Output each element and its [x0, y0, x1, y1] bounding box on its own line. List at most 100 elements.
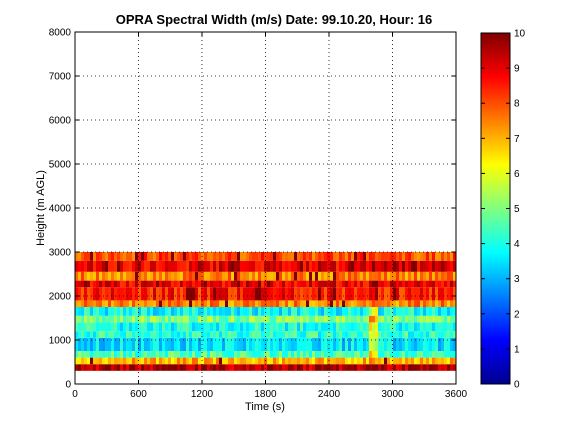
heatmap-cell — [363, 315, 367, 323]
heatmap-cell — [255, 260, 259, 272]
heatmap-cell — [225, 337, 229, 351]
heatmap-cell — [288, 271, 292, 281]
heatmap-cell — [84, 331, 88, 338]
heatmap-cell — [258, 271, 262, 281]
heatmap-cell — [348, 252, 352, 261]
heatmap-cell — [138, 315, 142, 323]
heatmap-cell — [207, 271, 211, 281]
heatmap-cell — [423, 322, 427, 332]
heatmap-cell — [351, 260, 355, 272]
heatmap-cell — [303, 351, 307, 358]
heatmap-cell — [402, 260, 406, 272]
heatmap-cell — [339, 351, 343, 358]
heatmap-cell — [240, 351, 244, 358]
heatmap-cell — [336, 287, 340, 301]
heatmap-cell — [135, 300, 139, 307]
heatmap-cell — [342, 315, 346, 323]
heatmap-cell — [75, 364, 79, 371]
heatmap-cell — [168, 280, 172, 288]
heatmap-cell — [153, 315, 157, 323]
heatmap-cell — [288, 307, 292, 316]
heatmap-cell — [375, 364, 379, 371]
heatmap-cell — [189, 322, 193, 332]
heatmap-cell — [402, 307, 406, 316]
heatmap-cell — [435, 252, 439, 261]
heatmap-cell — [414, 252, 418, 261]
heatmap-cell — [153, 252, 157, 261]
heatmap-cell — [351, 331, 355, 338]
heatmap-cell — [258, 300, 262, 307]
heatmap-cell — [150, 252, 154, 261]
heatmap-cell — [300, 357, 304, 365]
heatmap-cell — [420, 337, 424, 351]
heatmap-cell — [321, 300, 325, 307]
heatmap-cell — [258, 260, 262, 272]
heatmap-cell — [423, 351, 427, 358]
heatmap-cell — [75, 337, 79, 351]
heatmap-cell — [201, 252, 205, 261]
heatmap-cell — [366, 307, 370, 316]
heatmap-cell — [195, 287, 199, 301]
heatmap-cell — [330, 280, 334, 288]
heatmap-cell — [339, 260, 343, 272]
heatmap-cell — [210, 300, 214, 307]
heatmap-cell — [84, 307, 88, 316]
heatmap-cell — [327, 331, 331, 338]
heatmap-cell — [255, 331, 259, 338]
heatmap-cell — [360, 351, 364, 358]
heatmap-cell — [123, 322, 127, 332]
heatmap-cell — [138, 287, 142, 301]
heatmap-cell — [390, 315, 394, 323]
heatmap-cell — [399, 351, 403, 358]
heatmap-cell — [432, 260, 436, 272]
heatmap-cell — [435, 300, 439, 307]
heatmap-cell — [120, 331, 124, 338]
heatmap-cell — [345, 357, 349, 365]
heatmap-cell — [285, 307, 289, 316]
heatmap-cell — [78, 287, 82, 301]
heatmap-cell — [315, 287, 319, 301]
heatmap-cell — [420, 280, 424, 288]
grid-lines — [75, 32, 456, 384]
heatmap-cell — [150, 307, 154, 316]
heatmap-cell — [216, 351, 220, 358]
heatmap-cell — [264, 331, 268, 338]
heatmap-cell — [99, 287, 103, 301]
heatmap-cell — [447, 287, 451, 301]
heatmap-cell — [339, 331, 343, 338]
heatmap-cell — [372, 252, 376, 261]
heatmap-cell — [195, 260, 199, 272]
heatmap-cell — [135, 351, 139, 358]
heatmap-cell — [117, 322, 121, 332]
heatmap-cell — [291, 331, 295, 338]
heatmap-cell — [393, 271, 397, 281]
heatmap-cell — [363, 322, 367, 332]
heatmap-cell — [216, 280, 220, 288]
heatmap-cell — [183, 322, 187, 332]
heatmap-cell — [84, 322, 88, 332]
heatmap-cell — [267, 331, 271, 338]
heatmap-cell — [339, 364, 343, 371]
heatmap-cell — [198, 351, 202, 358]
heatmap-cell — [405, 287, 409, 301]
heatmap-cell — [249, 280, 253, 288]
heatmap-cell — [345, 364, 349, 371]
heatmap-cell — [282, 280, 286, 288]
heatmap-cell — [306, 357, 310, 365]
heatmap-cell — [279, 287, 283, 301]
heatmap-cell — [417, 364, 421, 371]
heatmap-cell — [210, 357, 214, 365]
heatmap-cell — [357, 364, 361, 371]
heatmap-cell — [231, 280, 235, 288]
heatmap-cell — [381, 331, 385, 338]
heatmap-cell — [366, 331, 370, 338]
heatmap-cell — [255, 252, 259, 261]
heatmap-cell — [87, 337, 91, 351]
heatmap-cell — [126, 287, 130, 301]
heatmap-cell — [174, 337, 178, 351]
heatmap-cell — [204, 337, 208, 351]
heatmap-cell — [183, 271, 187, 281]
heatmap-cell — [423, 252, 427, 261]
heatmap-cell — [285, 271, 289, 281]
heatmap-cell — [102, 337, 106, 351]
